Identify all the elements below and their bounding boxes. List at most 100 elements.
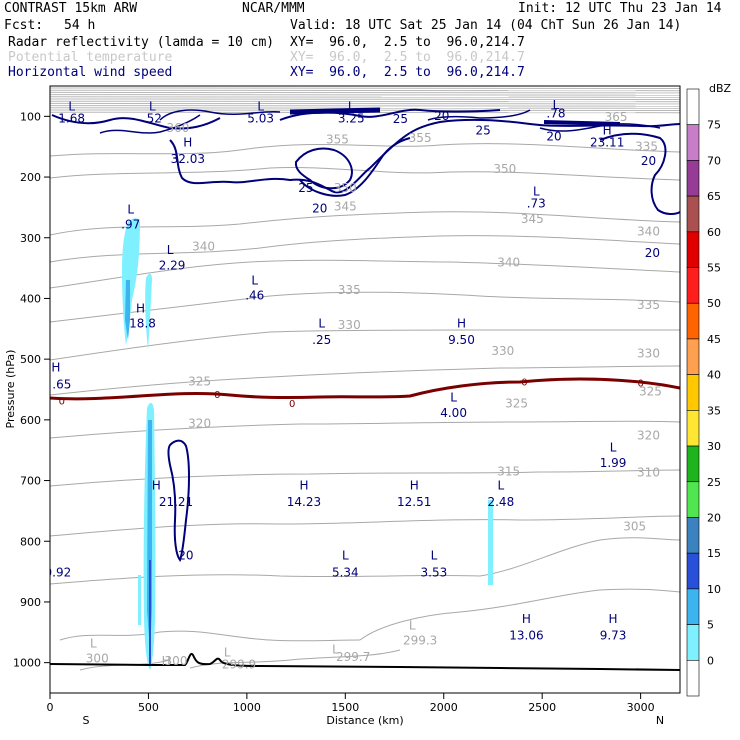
colorbar-segment <box>686 552 700 590</box>
wind-label: L <box>127 202 134 216</box>
field-theta-name: Potential temperature <box>8 50 173 65</box>
wind-label: H <box>609 612 618 626</box>
theta-label: 325 <box>188 374 211 388</box>
theta-label: 330 <box>491 344 514 358</box>
radar-reflectivity <box>122 218 493 670</box>
y-axis: 100 200 300 400 500 600 700 800 900 1000 <box>13 110 50 670</box>
wind-label: 5.03 <box>247 111 274 125</box>
field-reflectivity-name: Radar reflectivity (lamda = 10 cm) <box>8 35 275 50</box>
theta-contours <box>50 143 680 671</box>
freezing-label: 0 <box>289 399 295 410</box>
org-label: NCAR/MMM <box>242 1 305 16</box>
theta-label: 340 <box>637 224 660 238</box>
init-time: Init: 12 UTC Thu 23 Jan 14 <box>518 1 722 16</box>
theta-label: 320 <box>637 428 660 442</box>
wind-label: 25 <box>475 124 490 138</box>
freezing-label: 0 <box>521 377 527 388</box>
theta-label: 335 <box>338 283 361 297</box>
theta-label: 350 <box>334 181 357 195</box>
x-axis: 0 500 1000 1500 2000 2500 3000 <box>47 693 655 714</box>
colorbar-segment <box>686 624 700 661</box>
field-wind-xy: XY= 96.0, 2.5 to 96.0,214.7 <box>290 65 525 80</box>
wind-label: L <box>553 98 560 112</box>
x-left-end-label: S <box>83 714 90 727</box>
field-reflectivity-xy: XY= 96.0, 2.5 to 96.0,214.7 <box>290 35 525 50</box>
theta-label: L <box>224 646 231 660</box>
wind-label: H <box>522 612 531 626</box>
wind-label: 2.29 <box>159 258 186 272</box>
colorbar-segment <box>686 481 700 518</box>
wind-label: L <box>149 99 156 113</box>
wind-label: .65 <box>52 377 71 391</box>
wind-label: H <box>410 479 419 493</box>
freezing-labels: 0 0 0 0 0 <box>59 377 644 410</box>
colorbar-segment <box>686 195 700 233</box>
freezing-label: 0 <box>59 397 65 408</box>
freezing-label: 0 <box>637 378 643 389</box>
colorbar-level-label: 5 <box>707 619 714 632</box>
colorbar-level-label: 20 <box>707 511 721 524</box>
colorbar-segment <box>686 88 700 126</box>
wind-label: L <box>498 479 505 493</box>
wind-label: 4.00 <box>440 406 467 420</box>
valid-time: Valid: 18 UTC Sat 25 Jan 14 (04 ChT Sun … <box>290 18 682 33</box>
wind-label: H <box>457 317 466 331</box>
strato-theta-line <box>50 98 680 100</box>
wind-label: H <box>136 301 145 315</box>
wind-label: .25 <box>312 333 331 347</box>
strato-theta-line <box>50 96 680 98</box>
y-tick-label: 900 <box>20 596 41 609</box>
wind-label: 2.48 <box>487 495 514 509</box>
colorbar-segment <box>686 410 700 447</box>
strato-theta-line <box>50 94 680 96</box>
wind-label: 3.53 <box>421 565 448 579</box>
theta-label: 299.3 <box>403 633 437 647</box>
colorbar-level-label: 10 <box>707 583 721 596</box>
theta-label: 340 <box>497 255 520 269</box>
terrain-line <box>50 652 680 671</box>
wind-label: L <box>342 548 349 562</box>
wind-label: 5.34 <box>332 565 359 579</box>
y-axis-label: Pressure (hPa) <box>4 350 17 429</box>
theta-label: 300 <box>165 654 188 668</box>
theta-label: 355 <box>326 133 349 147</box>
colorbar-level-label: 70 <box>707 154 721 167</box>
wind-label: .78 <box>546 107 565 121</box>
colorbar-unit: dBZ <box>709 82 732 95</box>
wind-label: 21.21 <box>159 495 193 509</box>
theta-label: 299.9 <box>222 658 256 672</box>
colorbar-segment <box>686 267 700 304</box>
theta-label: L <box>409 618 416 632</box>
wind-label: 25 <box>393 112 408 126</box>
wind-label: 12.51 <box>397 495 431 509</box>
x-tick-label: 500 <box>138 701 159 714</box>
theta-label: 360 <box>167 121 190 135</box>
wind-label: 0.92 <box>45 565 72 579</box>
strato-theta-line <box>50 91 680 94</box>
wind-label: H <box>152 479 161 493</box>
colorbar-segment <box>686 160 700 197</box>
wind-label: 23.11 <box>590 136 624 150</box>
x-tick-label: 2000 <box>430 701 458 714</box>
colorbar-segment <box>686 374 700 411</box>
wind-label: 18.8 <box>129 317 156 331</box>
wind-contours <box>51 107 680 562</box>
y-tick-label: 1000 <box>13 657 41 670</box>
wind-label: L <box>533 184 540 198</box>
wind-label: 32.03 <box>171 152 205 166</box>
colorbar-segment <box>686 445 700 483</box>
colorbar-segment <box>686 124 700 161</box>
x-tick-label: 0 <box>47 701 54 714</box>
colorbar-level-label: 40 <box>707 369 721 382</box>
wind-label: L <box>318 317 325 331</box>
colorbar-level-label: 0 <box>707 654 714 667</box>
x-tick-label: 1500 <box>331 701 359 714</box>
theta-label: H <box>162 654 171 668</box>
colorbar-segment <box>686 338 700 375</box>
wind-label: .97 <box>121 218 140 232</box>
x-axis-label: Distance (km) <box>326 714 403 727</box>
y-tick-label: 700 <box>20 475 41 488</box>
strato-theta-line <box>50 89 680 92</box>
wind-label: .73 <box>527 196 546 210</box>
freezing-level-line <box>50 377 680 401</box>
